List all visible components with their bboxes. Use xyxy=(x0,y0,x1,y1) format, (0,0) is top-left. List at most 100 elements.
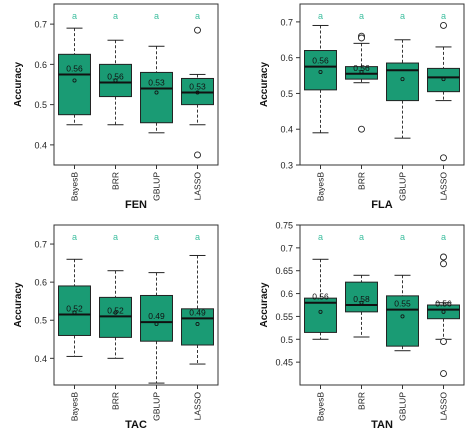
mean-marker xyxy=(359,69,364,74)
y-tick-label: 0.55 xyxy=(275,312,293,322)
significance-letter: a xyxy=(195,232,200,242)
x-category-label: LASSO xyxy=(439,392,449,421)
mean-marker xyxy=(113,78,118,83)
mean-value-label: 0.58 xyxy=(353,294,370,304)
significance-letter: a xyxy=(359,232,364,242)
box-lasso: a LASSO xyxy=(427,11,460,201)
plot-frame xyxy=(299,224,465,386)
panel-title: TAN xyxy=(371,419,393,431)
y-tick-label: 0.4 xyxy=(34,354,47,364)
y-tick-label: 0.7 xyxy=(34,240,47,250)
y-tick-label: 0.7 xyxy=(34,20,47,30)
outlier-point xyxy=(440,260,447,268)
mean-value-label: 0.49 xyxy=(148,311,165,321)
iqr-box xyxy=(140,294,173,342)
significance-letter: a xyxy=(154,232,159,242)
y-axis-label: Accuracy xyxy=(259,282,270,327)
box-bayesb: 0.56 a BayesB xyxy=(58,11,91,202)
y-tick-label: 0.4 xyxy=(34,140,47,150)
significance-letter: a xyxy=(441,11,446,21)
box-brr: 0.56 a BRR xyxy=(345,11,378,190)
mean-marker xyxy=(195,322,200,327)
iqr-box xyxy=(140,71,173,124)
mean-marker xyxy=(318,309,323,314)
y-tick-label: 0.65 xyxy=(275,266,293,276)
box-bayesb: 0.52 a BayesB xyxy=(58,232,91,422)
box-gblup: a GBLUP xyxy=(386,11,419,201)
x-category-label: LASSO xyxy=(193,172,203,201)
x-category-label: BayesB xyxy=(70,392,80,422)
x-category-label: GBLUP xyxy=(398,172,408,201)
y-tick-label: 0.5 xyxy=(34,316,47,326)
x-category-label: GBLUP xyxy=(152,172,162,201)
x-category-label: BRR xyxy=(357,392,367,410)
iqr-box xyxy=(345,281,378,313)
y-tick-label: 0.6 xyxy=(280,289,293,299)
y-tick-label: 0.3 xyxy=(280,161,293,171)
significance-letter: a xyxy=(195,11,200,21)
y-tick-label: 0.4 xyxy=(280,125,293,135)
x-category-label: GBLUP xyxy=(152,392,162,421)
panel-title: TAC xyxy=(125,419,147,431)
mean-marker xyxy=(441,309,446,314)
significance-letter: a xyxy=(441,232,446,242)
y-tick-label: 0.6 xyxy=(280,53,293,63)
x-category-label: BayesB xyxy=(316,392,326,422)
mean-value-label: 0.56 xyxy=(312,56,329,66)
significance-letter: a xyxy=(318,11,323,21)
outlier-point xyxy=(440,22,447,29)
x-category-label: BayesB xyxy=(70,172,80,202)
panel-title: FLA xyxy=(371,199,392,211)
box-brr: 0.56 a BRR xyxy=(99,11,132,190)
box-gblup: 0.49 a GBLUP xyxy=(140,232,173,421)
box-lasso: 0.56 a LASSO xyxy=(427,232,460,421)
significance-letter: a xyxy=(72,232,77,242)
y-tick-label: 0.5 xyxy=(280,89,293,99)
iqr-box xyxy=(181,308,214,346)
outlier-point xyxy=(440,338,447,346)
mean-marker xyxy=(154,90,159,95)
y-tick-label: 0.6 xyxy=(34,278,47,288)
y-axis-label: Accuracy xyxy=(259,62,270,107)
mean-value-label: 0.49 xyxy=(189,307,206,317)
iqr-box xyxy=(304,297,337,333)
x-category-label: BayesB xyxy=(316,172,326,202)
box-lasso: 0.49 a LASSO xyxy=(181,232,214,421)
x-category-label: LASSO xyxy=(439,172,449,201)
mean-value-label: 0.56 xyxy=(435,299,452,309)
mean-marker xyxy=(72,310,77,315)
plot-frame xyxy=(53,224,219,386)
mean-value-label: 0.56 xyxy=(353,63,370,73)
box-lasso: 0.53 a LASSO xyxy=(181,11,214,201)
mean-value-label: 0.53 xyxy=(148,78,165,88)
iqr-box xyxy=(427,67,460,93)
y-axis-label: Accuracy xyxy=(13,62,24,107)
mean-marker xyxy=(195,90,200,95)
outlier-point xyxy=(194,26,201,34)
y-axis-label: Accuracy xyxy=(13,282,24,327)
mean-value-label: 0.52 xyxy=(107,305,124,315)
y-tick-label: 0.7 xyxy=(280,243,293,253)
significance-letter: a xyxy=(359,11,364,21)
x-category-label: BRR xyxy=(111,172,121,190)
x-category-label: LASSO xyxy=(193,392,203,421)
box-gblup: 0.55 a GBLUP xyxy=(386,232,419,421)
mean-value-label: 0.56 xyxy=(66,63,83,73)
outlier-point xyxy=(358,34,365,42)
mean-marker xyxy=(400,77,405,82)
box-gblup: 0.53 a GBLUP xyxy=(140,11,173,201)
mean-marker xyxy=(400,314,405,319)
outlier-point xyxy=(440,253,447,261)
mean-value-label: 0.56 xyxy=(312,292,329,302)
outlier-point xyxy=(358,125,365,133)
mean-value-label: 0.53 xyxy=(189,82,206,92)
box-bayesb: 0.56 a BayesB xyxy=(304,11,337,202)
y-tick-label: 0.5 xyxy=(34,100,47,110)
y-tick-label: 0.6 xyxy=(34,60,47,70)
y-tick-label: 0.45 xyxy=(275,358,293,368)
significance-letter: a xyxy=(154,11,159,21)
significance-letter: a xyxy=(400,232,405,242)
box-brr: 0.58 a BRR xyxy=(345,232,378,410)
iqr-box xyxy=(386,295,419,347)
outlier-point xyxy=(194,151,201,159)
